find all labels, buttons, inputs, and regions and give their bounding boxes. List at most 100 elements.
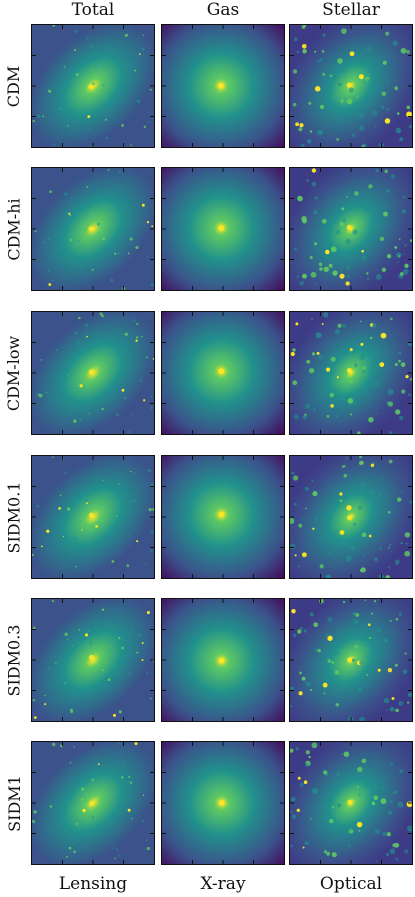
subhalo-speck [387,401,394,407]
subhalo-speck [345,281,350,286]
subhalo-speck [121,388,125,392]
density-map [162,312,284,434]
subhalo-speck [360,342,364,346]
subhalo-speck [329,392,334,398]
subhalo-speck [349,378,354,384]
density-map [290,456,412,578]
subhalo-speck [358,125,365,131]
subhalo-speck [352,611,357,616]
subhalo-speck [32,626,36,630]
row-label-text: CDM-hi [4,197,24,261]
subhalo-speck [398,701,404,706]
column-footer-stellar: Optical [319,874,383,894]
subhalo-speck [136,540,139,543]
subhalo-speck [341,207,345,211]
subhalo-speck [133,319,136,322]
subhalo-speck [366,62,369,65]
subhalo-speck [292,475,299,481]
subhalo-speck [64,471,68,474]
subhalo-speck [356,95,359,98]
subhalo-speck [301,676,306,681]
subhalo-speck [332,270,338,276]
subhalo-speck [358,460,364,466]
subhalo-speck [295,122,299,127]
subhalo-speck [406,105,411,110]
subhalo-speck [397,497,402,502]
subhalo-speck [293,414,299,420]
subhalo-speck [88,412,90,415]
subhalo-speck [349,348,353,352]
subhalo-speck [358,74,364,80]
row-label-text: CDM [4,65,24,107]
subhalo-speck [389,706,395,712]
subhalo-speck [312,491,318,497]
central-peak [89,654,95,660]
subhalo-speck [361,249,364,253]
density-map [290,312,412,434]
subhalo-speck [368,534,372,538]
subhalo-speck [123,223,127,227]
subhalo-speck [341,753,344,756]
subhalo-speck [339,492,343,496]
subhalo-speck [347,398,354,404]
subhalo-speck [366,46,372,52]
subhalo-speck [32,553,35,557]
subhalo-speck [346,505,352,511]
subhalo-speck [313,210,318,215]
central-peak [218,225,225,232]
subhalo-speck [113,109,116,112]
subhalo-speck [395,252,402,258]
density-background [32,599,154,721]
subhalo-speck [62,535,65,537]
subhalo-speck [385,575,390,578]
subhalo-speck [68,681,72,685]
subhalo-speck [309,255,313,260]
subhalo-speck [101,237,106,241]
subhalo-speck [143,223,146,226]
subhalo-speck [353,618,359,625]
subhalo-speck [408,342,412,347]
subhalo-speck [387,667,393,673]
subhalo-speck [324,253,330,260]
subhalo-speck [76,341,81,345]
subhalo-speck [107,168,110,171]
subhalo-speck [139,53,141,55]
subhalo-speck [342,600,346,604]
subhalo-speck [134,69,137,72]
subhalo-speck [145,671,149,675]
row-label-text: CDM-low [4,335,24,411]
subhalo-speck [364,76,371,82]
subhalo-speck [47,548,50,551]
subhalo-speck [340,99,344,103]
subhalo-speck [89,45,93,49]
subhalo-speck [290,705,293,708]
subhalo-speck [301,25,306,29]
central-peak [218,657,225,664]
subhalo-speck [395,708,399,713]
subhalo-speck [74,29,78,34]
subhalo-speck [353,523,357,526]
subhalo-speck [290,518,295,524]
subhalo-speck [46,529,50,533]
density-map [32,25,154,147]
subhalo-speck [323,692,326,695]
subhalo-speck [357,505,363,510]
subhalo-speck [345,555,352,562]
subhalo-speck [146,611,150,615]
subhalo-speck [67,374,69,376]
subhalo-speck [339,499,343,503]
subhalo-speck [323,770,328,775]
subhalo-speck [292,380,298,386]
subhalo-speck [383,697,390,704]
subhalo-speck [115,207,119,211]
subhalo-speck [33,716,37,719]
subhalo-speck [73,850,76,854]
subhalo-speck [295,747,299,751]
map-panel-total [31,24,155,148]
subhalo-speck [49,805,53,808]
subhalo-speck [69,655,71,657]
subhalo-speck [146,846,150,851]
subhalo-speck [51,600,55,603]
subhalo-speck [348,828,354,834]
subhalo-speck [131,627,134,631]
